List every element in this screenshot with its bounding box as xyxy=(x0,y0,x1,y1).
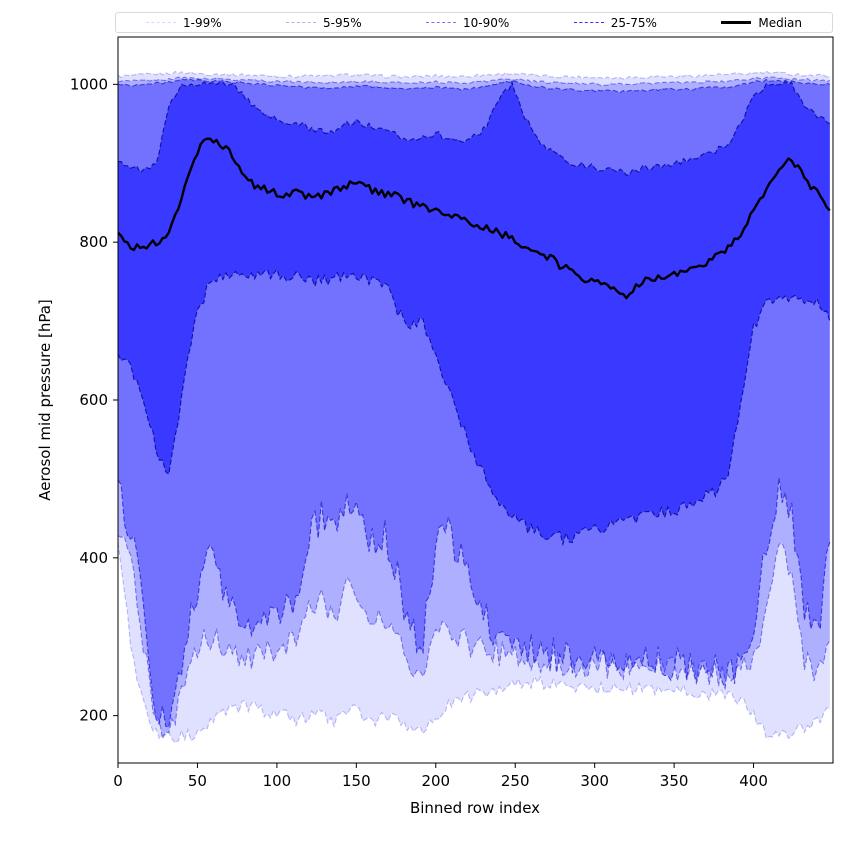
y-axis-label: Aerosol mid pressure [hPa] xyxy=(36,299,54,501)
band-edge-25-75--lower xyxy=(118,268,831,547)
y-tick-label: 1000 xyxy=(70,75,108,93)
x-tick-label: 250 xyxy=(501,772,530,790)
legend-line-sample xyxy=(286,22,317,23)
legend-item-5-95-: 5-95% xyxy=(286,16,362,30)
y-tick-label: 600 xyxy=(79,391,108,409)
legend-item-1-99-: 1-99% xyxy=(146,16,222,30)
band-edge-1-99--lower xyxy=(118,542,831,744)
legend: 1-99% 5-95% 10-90% 25-75% Median xyxy=(115,12,833,33)
x-tick-label: 400 xyxy=(739,772,768,790)
legend-label: 1-99% xyxy=(183,15,222,30)
legend-label: 25-75% xyxy=(610,15,657,30)
band-25-75- xyxy=(118,81,830,545)
x-tick-label: 300 xyxy=(580,772,609,790)
legend-line-sample xyxy=(426,22,457,23)
x-tick-label: 350 xyxy=(660,772,689,790)
x-tick-label: 200 xyxy=(421,772,450,790)
legend-item-median: Median xyxy=(721,16,802,30)
y-tick-label: 400 xyxy=(79,549,108,567)
x-tick-label: 150 xyxy=(342,772,371,790)
x-axis-label: Binned row index xyxy=(410,799,540,817)
x-tick-label: 50 xyxy=(188,772,207,790)
band-edge-5-95--upper xyxy=(118,76,830,87)
median-line xyxy=(118,137,831,300)
y-tick-label: 200 xyxy=(79,707,108,725)
band-edge-10-90--upper xyxy=(118,78,830,94)
legend-line-sample xyxy=(721,21,752,24)
y-tick-label: 800 xyxy=(79,233,108,251)
legend-label: Median xyxy=(758,15,802,30)
legend-label: 5-95% xyxy=(323,15,362,30)
x-tick-label: 100 xyxy=(263,772,292,790)
legend-item-25-75-: 25-75% xyxy=(573,15,657,30)
band-edge-25-75--upper xyxy=(118,80,831,176)
band-edge-10-90--lower xyxy=(118,477,831,729)
legend-line-sample xyxy=(573,22,604,23)
legend-item-10-90-: 10-90% xyxy=(426,16,509,30)
band-edge-5-95--lower xyxy=(118,535,831,741)
x-tick-label: 0 xyxy=(113,772,123,790)
legend-line-sample xyxy=(146,22,176,23)
legend-label: 10-90% xyxy=(463,15,510,30)
band-edge-1-99--upper xyxy=(118,70,830,80)
